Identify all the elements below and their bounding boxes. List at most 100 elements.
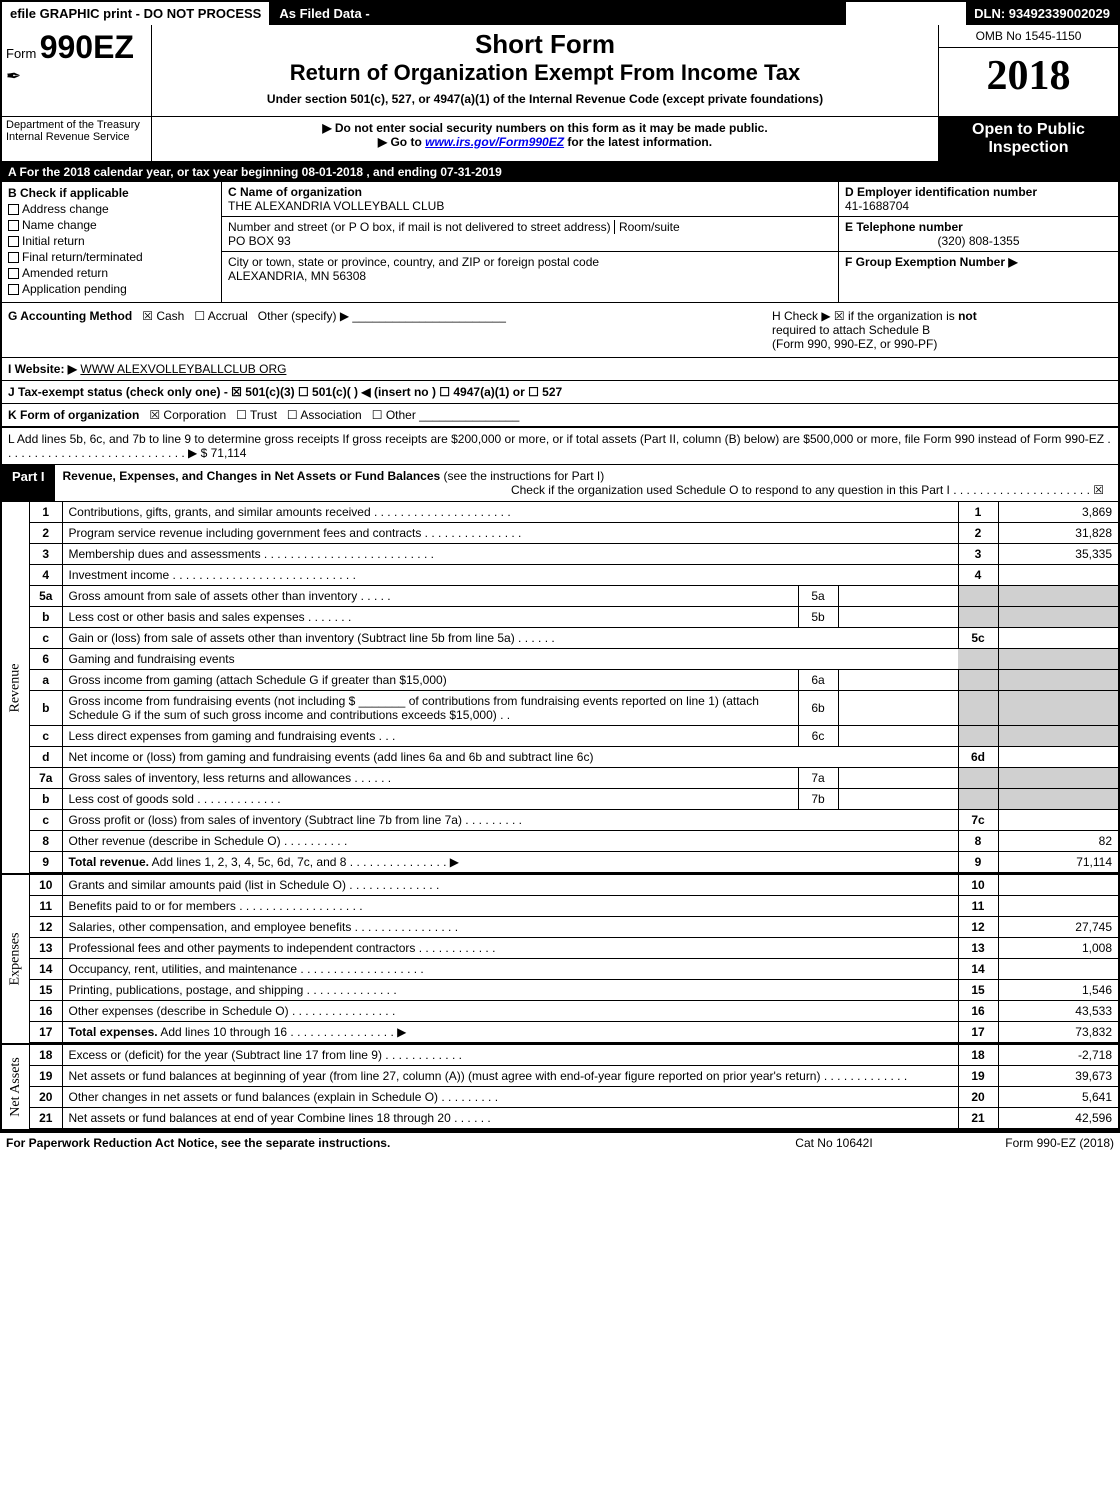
line-3: 3 Membership dues and assessments . . . … (30, 544, 1118, 565)
short-form-title: Short Form (160, 29, 930, 60)
as-filed-label: As Filed Data - (271, 2, 846, 25)
subtitle: Under section 501(c), 527, or 4947(a)(1)… (160, 92, 930, 106)
line-7c: c Gross profit or (loss) from sales of i… (30, 810, 1118, 831)
cb-initial[interactable]: Initial return (8, 234, 215, 248)
city-cell: City or town, state or province, country… (222, 252, 838, 286)
part-1-label: Part I (2, 465, 55, 501)
cb-name[interactable]: Name change (8, 218, 215, 232)
org-name: THE ALEXANDRIA VOLLEYBALL CLUB (228, 199, 444, 213)
line-17: 17 Total expenses. Add lines 10 through … (30, 1022, 1118, 1043)
accounting-row: G Accounting Method ☒ Cash ☐ Accrual Oth… (2, 303, 1118, 358)
line-2: 2 Program service revenue including gove… (30, 523, 1118, 544)
address: PO BOX 93 (228, 234, 291, 248)
revenue-side-label: Revenue (2, 502, 30, 873)
line-11: 11 Benefits paid to or for members . . .… (30, 896, 1118, 917)
footer-catno: Cat No 10642I (734, 1136, 934, 1150)
expenses-side-label: Expenses (2, 875, 30, 1043)
section-f: F Group Exemption Number ▶ (839, 252, 1118, 272)
form-prefix: Form (6, 46, 36, 61)
info-right: D Employer identification number 41-1688… (838, 182, 1118, 302)
tax-year: 2018 (939, 48, 1118, 104)
revenue-section: Revenue 1 Contributions, gifts, grants, … (2, 502, 1118, 873)
section-j: J Tax-exempt status (check only one) - ☒… (2, 381, 1118, 404)
cb-pending[interactable]: Application pending (8, 282, 215, 296)
city-state: ALEXANDRIA, MN 56308 (228, 269, 366, 283)
line-6d: d Net income or (loss) from gaming and f… (30, 747, 1118, 768)
line-6: 6 Gaming and fundraising events (30, 649, 1118, 670)
line-12: 12 Salaries, other compensation, and emp… (30, 917, 1118, 938)
section-b-label: B Check if applicable (8, 186, 215, 200)
line-10: 10 Grants and similar amounts paid (list… (30, 875, 1118, 896)
section-e: E Telephone number (320) 808-1355 (839, 217, 1118, 252)
expenses-table: 10 Grants and similar amounts paid (list… (30, 875, 1118, 1043)
line-21: 21 Net assets or fund balances at end of… (30, 1108, 1118, 1129)
part-1-header: Part I Revenue, Expenses, and Changes in… (2, 465, 1118, 502)
line-18: 18 Excess or (deficit) for the year (Sub… (30, 1045, 1118, 1066)
efile-label: efile GRAPHIC print - DO NOT PROCESS (2, 2, 271, 25)
header-right: OMB No 1545-1150 2018 (938, 25, 1118, 116)
treasury-icon: ✒ (6, 66, 147, 87)
line-20: 20 Other changes in net assets or fund b… (30, 1087, 1118, 1108)
section-k: K Form of organization ☒ Corporation ☐ T… (2, 404, 1118, 428)
phone: (320) 808-1355 (845, 234, 1112, 248)
top-bar: efile GRAPHIC print - DO NOT PROCESS As … (2, 2, 1118, 25)
section-d: D Employer identification number 41-1688… (839, 182, 1118, 217)
section-i: I Website: ▶ WWW ALEXVOLLEYBALLCLUB ORG (2, 358, 1118, 381)
line-7a: 7a Gross sales of inventory, less return… (30, 768, 1118, 789)
line-1: 1 Contributions, gifts, grants, and simi… (30, 502, 1118, 523)
header-section: Form 990EZ ✒ Short Form Return of Organi… (2, 25, 1118, 117)
dept-treasury: Department of the Treasury Internal Reve… (2, 117, 152, 161)
form-990ez: efile GRAPHIC print - DO NOT PROCESS As … (0, 0, 1120, 1131)
section-l: L Add lines 5b, 6c, and 7b to line 9 to … (2, 428, 1118, 465)
line-9: 9 Total revenue. Add lines 1, 2, 3, 4, 5… (30, 852, 1118, 873)
dln-label: DLN: 93492339002029 (966, 2, 1118, 25)
line-7b: b Less cost of goods sold . . . . . . . … (30, 789, 1118, 810)
line-6b: b Gross income from fundraising events (… (30, 691, 1118, 726)
section-b: B Check if applicable Address change Nam… (2, 182, 222, 302)
dept-line1: Department of the Treasury (6, 119, 147, 131)
line-5c: c Gain or (loss) from sale of assets oth… (30, 628, 1118, 649)
sched-o-check: Check if the organization used Schedule … (63, 483, 1110, 497)
line-15: 15 Printing, publications, postage, and … (30, 980, 1118, 1001)
section-c: C Name of organization THE ALEXANDRIA VO… (222, 182, 838, 302)
line-13: 13 Professional fees and other payments … (30, 938, 1118, 959)
inspection-box: Open to Public Inspection (938, 117, 1118, 161)
return-title: Return of Organization Exempt From Incom… (160, 60, 930, 86)
revenue-table: 1 Contributions, gifts, grants, and simi… (30, 502, 1118, 873)
website-link[interactable]: WWW ALEXVOLLEYBALLCLUB ORG (80, 362, 286, 376)
footer: For Paperwork Reduction Act Notice, see … (0, 1131, 1120, 1153)
expenses-section: Expenses 10 Grants and similar amounts p… (2, 873, 1118, 1043)
cb-address[interactable]: Address change (8, 202, 215, 216)
ein: 41-1688704 (845, 199, 909, 213)
form-number-box: Form 990EZ ✒ (2, 25, 152, 116)
dept-line2: Internal Revenue Service (6, 131, 147, 143)
address-cell: Number and street (or P O box, if mail i… (222, 217, 838, 252)
section-g: G Accounting Method ☒ Cash ☐ Accrual Oth… (8, 309, 772, 351)
info-section: B Check if applicable Address change Nam… (2, 182, 1118, 303)
header-center: Short Form Return of Organization Exempt… (152, 25, 938, 116)
netassets-side-label: Net Assets (2, 1045, 30, 1129)
goto-line: ▶ Go to www.irs.gov/Form990EZ for the la… (156, 135, 934, 149)
as-filed-blank (846, 2, 966, 25)
irs-link[interactable]: www.irs.gov/Form990EZ (425, 135, 564, 149)
line-4: 4 Investment income . . . . . . . . . . … (30, 565, 1118, 586)
section-h: H Check ▶ ☒ if the organization is not r… (772, 309, 1112, 351)
line-6c: c Less direct expenses from gaming and f… (30, 726, 1118, 747)
cb-amended[interactable]: Amended return (8, 266, 215, 280)
footer-paperwork: For Paperwork Reduction Act Notice, see … (6, 1136, 734, 1150)
cb-final[interactable]: Final return/terminated (8, 250, 215, 264)
line-19: 19 Net assets or fund balances at beginn… (30, 1066, 1118, 1087)
ssn-note: ▶ Do not enter social security numbers o… (156, 121, 934, 135)
line-6a: a Gross income from gaming (attach Sched… (30, 670, 1118, 691)
footer-formref: Form 990-EZ (2018) (934, 1136, 1114, 1150)
part-1-title: Revenue, Expenses, and Changes in Net As… (55, 465, 1118, 501)
dept-center: ▶ Do not enter social security numbers o… (152, 117, 938, 161)
line-8: 8 Other revenue (describe in Schedule O)… (30, 831, 1118, 852)
line-5a: 5a Gross amount from sale of assets othe… (30, 586, 1118, 607)
netassets-table: 18 Excess or (deficit) for the year (Sub… (30, 1045, 1118, 1129)
line-16: 16 Other expenses (describe in Schedule … (30, 1001, 1118, 1022)
line-5b: b Less cost or other basis and sales exp… (30, 607, 1118, 628)
org-name-cell: C Name of organization THE ALEXANDRIA VO… (222, 182, 838, 217)
form-number: 990EZ (40, 29, 134, 65)
calendar-year-row: A For the 2018 calendar year, or tax yea… (2, 162, 1118, 182)
